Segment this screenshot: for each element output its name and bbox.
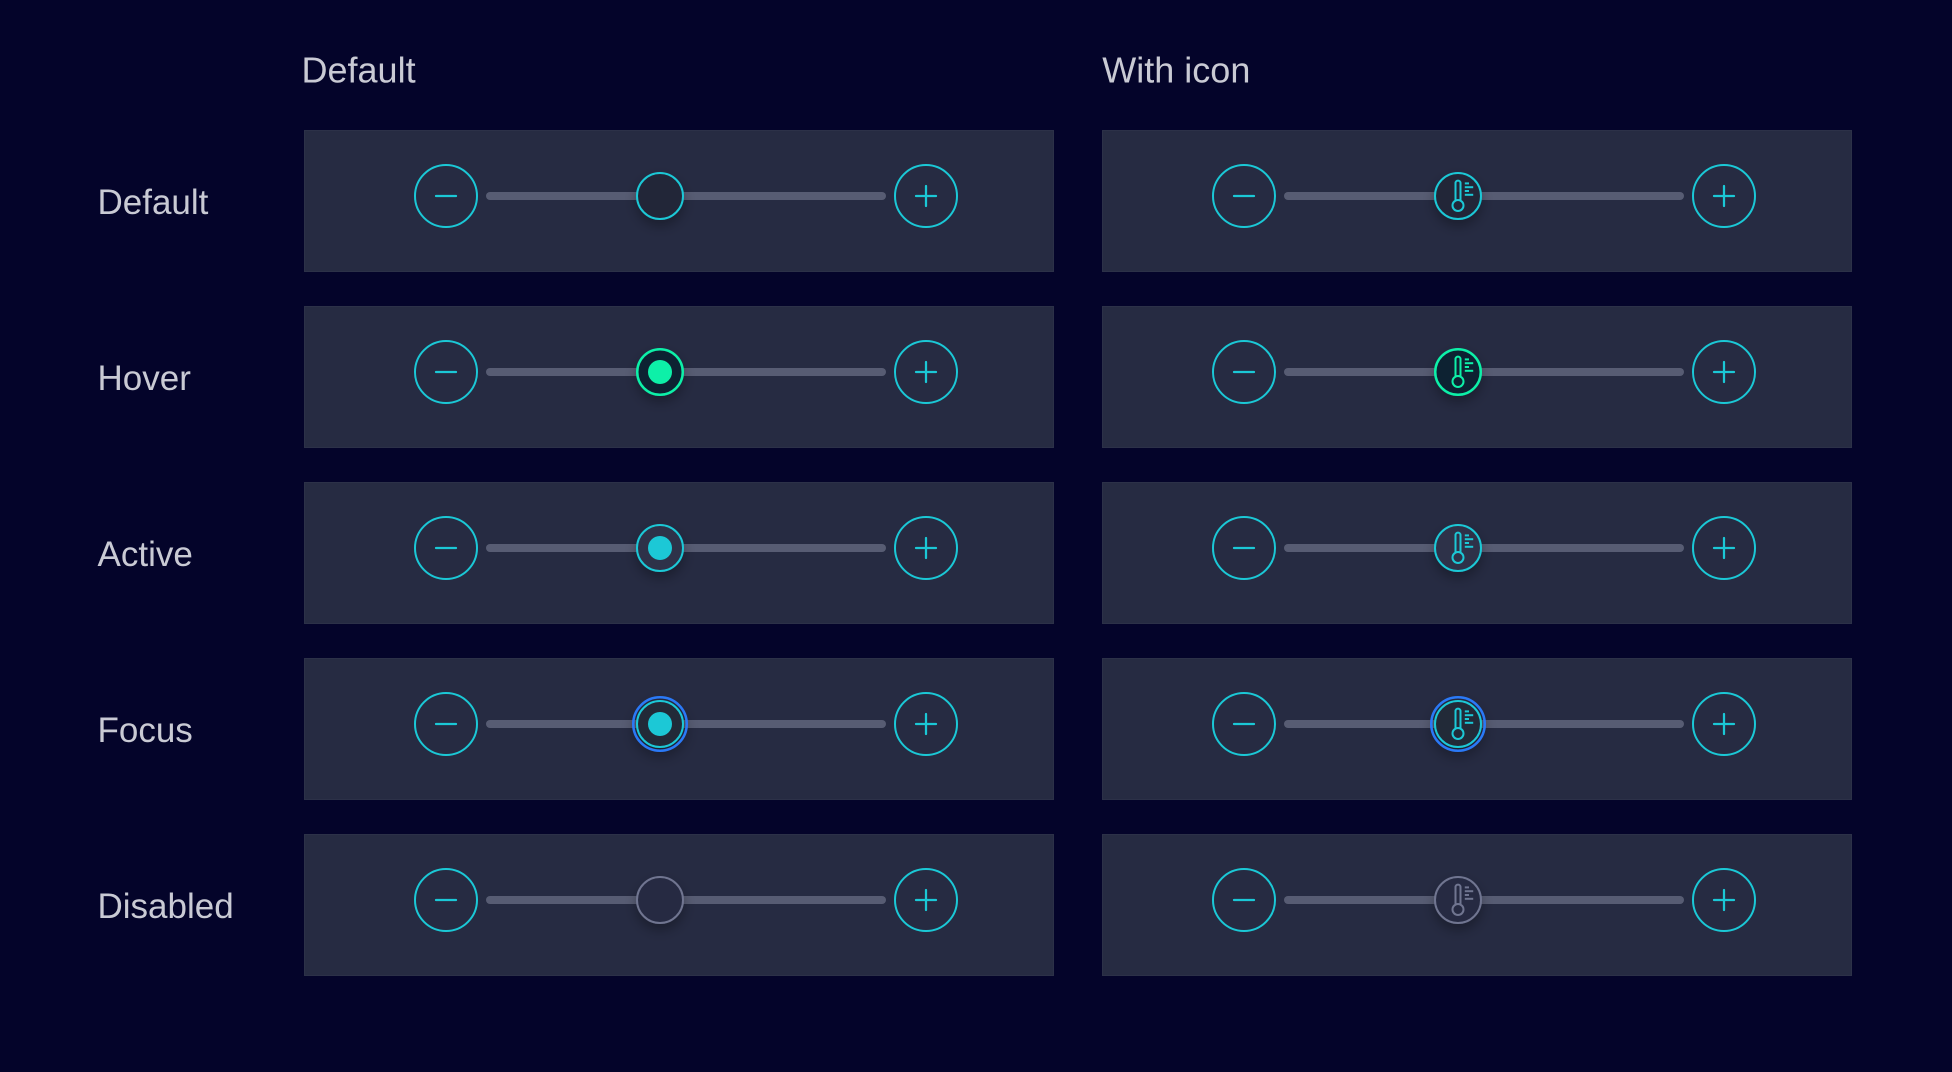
svg-text:With icon: With icon (1102, 50, 1250, 91)
svg-text:Hover: Hover (98, 359, 192, 398)
svg-text:Disabled: Disabled (98, 887, 234, 926)
svg-text:Focus: Focus (98, 711, 193, 750)
svg-text:Active: Active (98, 535, 193, 574)
svg-text:Default: Default (302, 50, 416, 91)
svg-text:Default: Default (98, 183, 209, 222)
